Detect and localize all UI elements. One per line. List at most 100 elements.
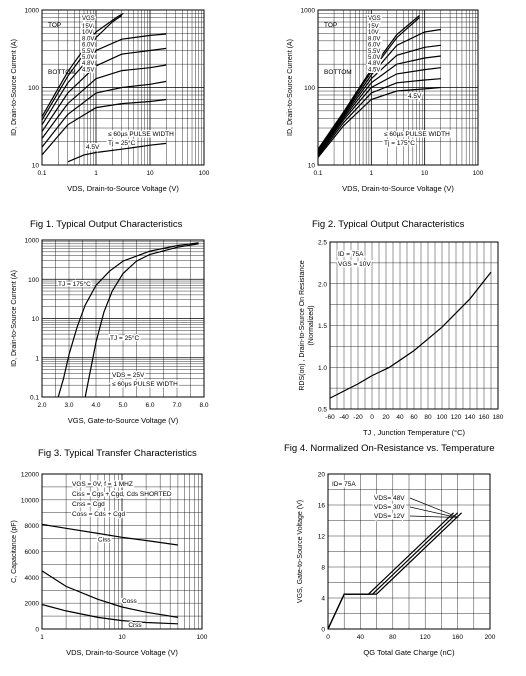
legend-value: 5.0V <box>82 55 94 61</box>
plot-frame <box>327 473 491 630</box>
x-tick-label: -20 <box>353 414 363 421</box>
legend-value: 4.8V <box>82 61 94 67</box>
x-tick-label: 1 <box>370 170 374 177</box>
x-tick-label: 20 <box>382 414 390 421</box>
series-line-6 <box>41 80 167 148</box>
y-tick-label: 1000 <box>301 8 316 15</box>
legend-value: 6.0V <box>82 43 94 49</box>
series-line-1 <box>317 15 420 150</box>
series-leader-line <box>409 515 454 518</box>
series-line-4 <box>317 44 441 153</box>
grid <box>41 10 204 166</box>
legend-bottom-label: BOTTOM <box>324 69 352 76</box>
y-tick-label: 6000 <box>25 549 40 556</box>
legend-value: 4.5V <box>82 67 94 73</box>
legend-top-label: TOP <box>48 22 61 29</box>
series-line-3 <box>317 28 441 152</box>
y-axis-label: ID, Drain-to-Source Current (A) <box>11 270 18 367</box>
x-tick-label: 3.0 <box>64 402 73 409</box>
series-line-1 <box>329 271 492 399</box>
grid <box>41 240 205 398</box>
series-line-3 <box>41 33 167 126</box>
temp-annotation: Tj = 25°C <box>108 139 136 147</box>
y-tick-label: 4000 <box>25 575 40 582</box>
y-tick-label: 100 <box>304 85 315 92</box>
legend-bottom-label: BOTTOM <box>48 69 76 76</box>
y-axis-label: ID, Drain-to-Source Current (A) <box>287 39 294 136</box>
y-tick-label: 1 <box>35 355 39 362</box>
x-tick-label: 2.0 <box>37 402 46 409</box>
pulse-annotation: ≤ 60µs PULSE WIDTH <box>384 131 450 138</box>
x-tick-label: 0.1 <box>313 170 322 177</box>
series-line-7 <box>317 78 441 157</box>
x-tick-label: 6.0 <box>145 402 154 409</box>
x-tick-label: 120 <box>451 414 462 421</box>
x-tick-label: 40 <box>357 634 365 641</box>
plot-frame <box>317 9 479 166</box>
y-tick-label: 2.0 <box>318 281 327 288</box>
pulse-annotation: ≤ 60µs PULSE WIDTH <box>108 131 174 138</box>
series-line-1 <box>41 523 178 546</box>
legend-value: 5.5V <box>368 49 380 55</box>
legend-value: 6.0V <box>368 43 380 49</box>
series-line-6 <box>317 67 441 156</box>
legend-value: 8.0V <box>368 36 380 42</box>
series-line-1 <box>41 12 124 117</box>
x-tick-label: 10 <box>146 170 154 177</box>
x-tick-label: 8.0 <box>199 402 208 409</box>
id-annotation: ID = 75A <box>338 251 364 258</box>
series-label: VDS= 12V <box>374 513 405 520</box>
series-line-2 <box>41 570 178 618</box>
series-label: VDS= 30V <box>374 504 405 511</box>
x-tick-label: 10 <box>421 170 429 177</box>
series-line-1 <box>57 242 199 398</box>
temp-annotation: Tj = 175°C <box>384 139 415 147</box>
x-tick-label: 60 <box>410 414 418 421</box>
legend-value: 4.8V <box>368 61 380 67</box>
y-tick-label: 0.5 <box>318 407 327 414</box>
plot-frame <box>41 9 205 166</box>
x-tick-label: 80 <box>389 634 397 641</box>
x-tick-label: 100 <box>197 634 208 641</box>
y-tick-label: 1.5 <box>318 323 327 330</box>
y-axis-label: RDS(on) , Drain-to-Source On Resistance <box>299 260 306 390</box>
y-tick-label: 0.1 <box>30 395 39 402</box>
y-tick-label: 2.5 <box>318 240 327 247</box>
series-label: Coss <box>122 598 138 605</box>
x-tick-label: 0 <box>326 634 330 641</box>
fig4-caption: Fig 4. Normalized On-Resistance vs. Temp… <box>284 443 495 454</box>
y-tick-label: 16 <box>318 503 326 510</box>
legend-value: 10V <box>368 30 379 36</box>
fig5-chart: 1 10 100 0 2000 4000 6000 8000 10000 12000 VDS, Dr… <box>11 472 208 658</box>
legend-header: VGS <box>368 16 381 22</box>
series-line-3 <box>41 603 178 625</box>
series-leader-line <box>409 506 457 518</box>
fig2-caption: Fig 2. Typical Output Characteristics <box>312 219 465 230</box>
x-tick-label: 0.1 <box>37 170 46 177</box>
legend-header: VGS <box>82 16 95 22</box>
series-line-8 <box>67 142 167 163</box>
x-tick-label: 10 <box>118 634 126 641</box>
condition-line: Coss = Cds + Cgd <box>72 511 125 518</box>
y-tick-label: 1000 <box>25 238 40 245</box>
x-tick-label: 4.0 <box>91 402 100 409</box>
x-tick-label: 0 <box>370 414 374 421</box>
series-label: Ciss <box>98 536 111 543</box>
x-axis-label: VDS, Drain-to-Source Voltage (V) <box>342 184 454 193</box>
x-axis-label: VGS, Gate-to-Source Voltage (V) <box>68 416 179 425</box>
x-tick-label: 100 <box>437 414 448 421</box>
y-tick-label: 100 <box>28 85 39 92</box>
plot-frame <box>41 473 203 630</box>
y-tick-label: 12 <box>318 534 326 541</box>
x-tick-label: 200 <box>485 634 496 641</box>
x-tick-label: 100 <box>199 170 210 177</box>
x-axis-label: QG Total Gate Charge (nC) <box>363 648 455 657</box>
y-tick-label: 1.0 <box>318 365 327 372</box>
x-axis-label: VDS, Drain-to-Source Voltage (V) <box>66 648 178 657</box>
pulse-annotation: ≤ 60µs PULSE WIDTH <box>112 381 178 388</box>
condition-line: VGS = 0V, f = 1 MHZ <box>72 481 133 488</box>
series-leader-line <box>409 497 459 518</box>
fig4-chart: -60 -40 -20 0 20 40 60 80 100 120 140 160 180 0.5 1.0 1… <box>299 240 504 438</box>
y-tick-label: 0 <box>321 627 325 634</box>
